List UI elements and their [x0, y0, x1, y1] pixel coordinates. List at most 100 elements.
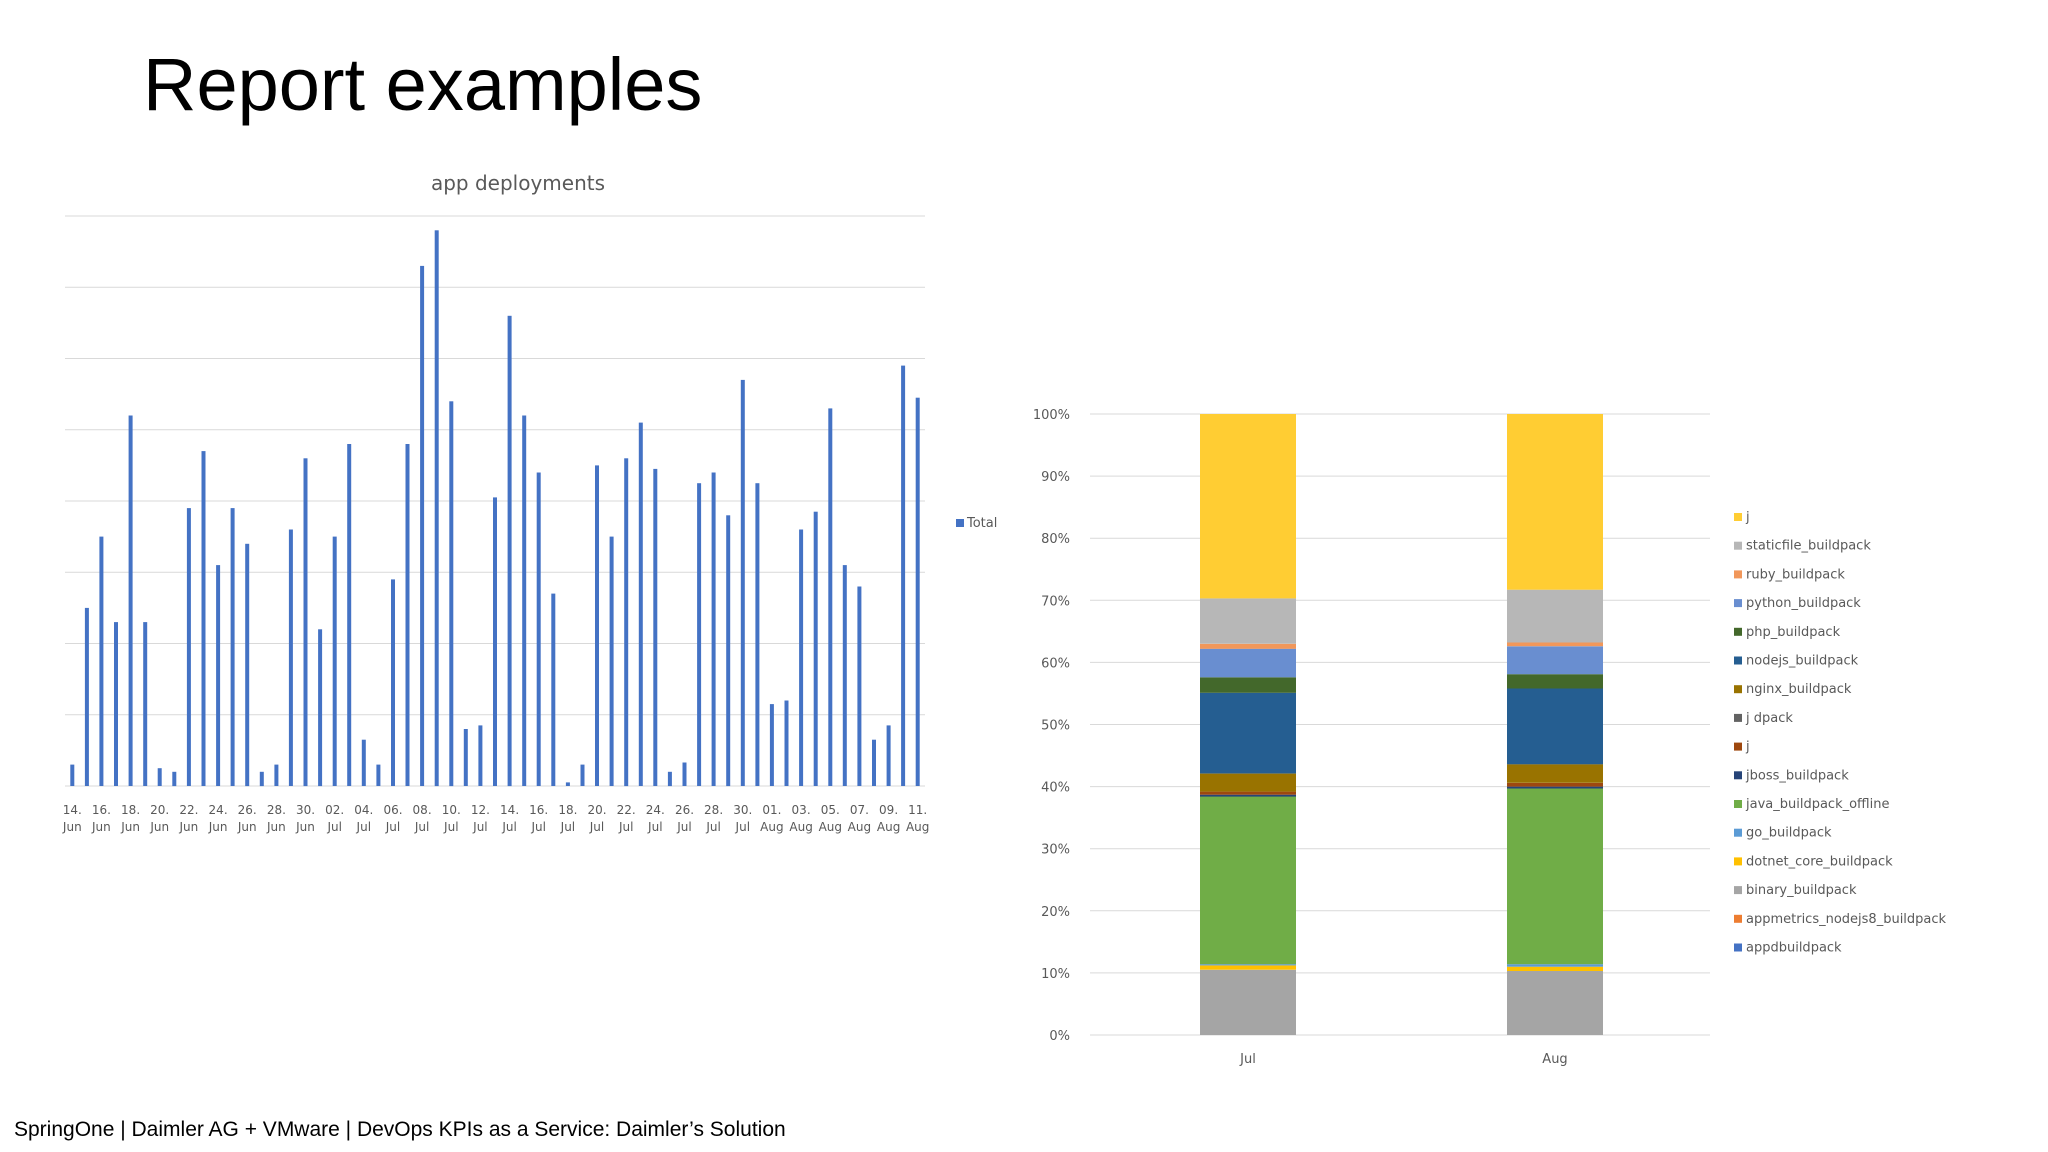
- deployment-bar: [507, 315, 512, 787]
- legend-swatch: [1734, 828, 1742, 837]
- x-tick-day: 09.: [879, 803, 898, 817]
- legend-swatch: [1734, 771, 1742, 780]
- deployment-bar: [172, 771, 177, 787]
- deployment-bar: [128, 415, 133, 786]
- x-tick-day: 16.: [529, 803, 548, 817]
- legend-swatch: [1734, 599, 1742, 608]
- stack-segment: [1200, 692, 1296, 774]
- deployment-bar: [872, 739, 876, 786]
- y-tick-label: 40%: [1041, 781, 1070, 796]
- x-tick-day: 26.: [675, 803, 694, 817]
- legend-swatch: [1734, 627, 1742, 636]
- legend-label: go_buildpack: [1746, 826, 1832, 841]
- stack-segment: [1200, 598, 1296, 644]
- x-tick-label: Jul: [1239, 1052, 1256, 1067]
- x-tick-day: 18.: [121, 803, 140, 817]
- x-tick-day: 04.: [354, 803, 373, 817]
- x-tick-labels: 14. Jun 16. Jun 18. Jun 20. Jun 22. Jun 24. Jun 26. J…: [62, 803, 929, 834]
- x-tick-day: 28.: [267, 803, 286, 817]
- deployment-bar: [624, 458, 629, 787]
- stack-segment: [1507, 782, 1603, 787]
- legend-label: dotnet_core_buildpack: [1746, 854, 1893, 869]
- x-tick-day: 07.: [850, 803, 869, 817]
- x-tick-day: 20.: [150, 803, 169, 817]
- y-tick-label: 0%: [1049, 1029, 1070, 1044]
- deployment-bar: [70, 764, 75, 786]
- x-tick-month: Jun: [91, 820, 111, 834]
- x-tick-day: 28.: [704, 803, 723, 817]
- deployment-bar: [638, 422, 643, 786]
- stack-segment: [1507, 764, 1603, 783]
- x-tick-day: 08.: [413, 803, 432, 817]
- x-tick-day: 26.: [238, 803, 257, 817]
- legend-label: binary_buildpack: [1746, 883, 1857, 898]
- x-tick-day: 22.: [617, 803, 636, 817]
- deployment-bar: [230, 508, 235, 786]
- legend-swatch: [1734, 570, 1742, 579]
- y-tick-label: 50%: [1041, 719, 1070, 734]
- x-tick-day: 02.: [325, 803, 344, 817]
- legend-label-total: Total: [966, 516, 997, 531]
- x-tick-day: 14.: [63, 803, 82, 817]
- x-tick-month: Aug: [848, 820, 871, 834]
- x-tick-day: 20.: [587, 803, 606, 817]
- x-tick-day: 16.: [92, 803, 111, 817]
- y-tick-label: 20%: [1041, 905, 1070, 920]
- legend-label: j: [1745, 510, 1750, 525]
- legend-label: java_buildpack_offline: [1745, 797, 1889, 812]
- deployment-bar: [901, 365, 906, 786]
- legend-label: j: [1745, 740, 1750, 755]
- y-tick-label: 30%: [1041, 843, 1070, 858]
- deployment-bar: [288, 529, 293, 786]
- deployment-bar: [84, 607, 89, 786]
- x-tick-month: Jul: [530, 820, 545, 834]
- stacked-bars: [1200, 414, 1603, 1035]
- x-tick-day: 22.: [179, 803, 198, 817]
- deployment-bar: [186, 508, 191, 786]
- legend-label: staticfile_buildpack: [1746, 539, 1871, 554]
- x-tick-month: Jul: [647, 820, 662, 834]
- deployment-bar: [609, 536, 614, 786]
- x-tick-month: Jul: [618, 820, 633, 834]
- x-tick-month: Aug: [819, 820, 842, 834]
- x-tick-month: Jul: [501, 820, 516, 834]
- x-tick-day: 18.: [558, 803, 577, 817]
- legend-label: appdbuildpack: [1746, 941, 1842, 956]
- legend: Total: [956, 516, 997, 531]
- x-tick-day: 24.: [646, 803, 665, 817]
- x-tick-month: Jun: [208, 820, 228, 834]
- deployment-bar: [405, 444, 410, 786]
- deployment-bar: [114, 622, 118, 786]
- deployment-bar: [201, 451, 206, 786]
- deployment-bar: [682, 762, 687, 786]
- stack-segment: [1507, 788, 1603, 965]
- x-tick-month: Jun: [266, 820, 286, 834]
- x-tick-day: 06.: [383, 803, 402, 817]
- stack-segment: [1200, 648, 1296, 678]
- deployment-bar: [595, 465, 599, 786]
- legend-label: appmetrics_nodejs8_buildpack: [1746, 912, 1947, 927]
- stack-segment: [1200, 773, 1296, 792]
- y-tick-label: 70%: [1041, 594, 1070, 609]
- legend-swatch: [1734, 914, 1742, 923]
- legend-label: nginx_buildpack: [1746, 682, 1852, 697]
- legend-swatch: [1734, 513, 1742, 521]
- x-tick-month: Jun: [149, 820, 169, 834]
- legend-label: ruby_buildpack: [1746, 567, 1845, 582]
- stack-segment: [1200, 414, 1296, 599]
- legend-swatch-total: [956, 519, 964, 527]
- deployment-bar: [361, 739, 366, 786]
- gridlines: [1090, 413, 1710, 1036]
- deployment-bar: [157, 768, 162, 786]
- deployment-bar: [216, 565, 221, 786]
- deployment-bar: [740, 379, 745, 786]
- legend-label: jboss_buildpack: [1745, 768, 1849, 783]
- x-tick-month: Jul: [472, 820, 487, 834]
- deployment-bar: [522, 415, 527, 786]
- x-tick-labels: Jul Aug: [1239, 1052, 1568, 1067]
- x-tick-day: 10.: [442, 803, 461, 817]
- stack-segment: [1507, 688, 1603, 765]
- deployment-bar: [580, 764, 585, 786]
- x-tick-day: 03.: [792, 803, 811, 817]
- deployment-bar: [842, 565, 847, 786]
